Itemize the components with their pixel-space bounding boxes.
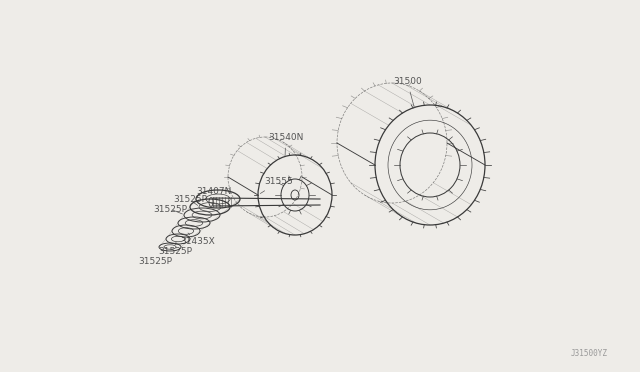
Text: 31540N: 31540N xyxy=(268,134,303,155)
Text: J31500YZ: J31500YZ xyxy=(571,349,608,358)
Text: 31525P: 31525P xyxy=(138,252,172,266)
Text: 31500: 31500 xyxy=(393,77,422,107)
Text: 31525P: 31525P xyxy=(153,205,187,214)
Text: 31525P: 31525P xyxy=(158,242,192,257)
Text: 31555: 31555 xyxy=(260,177,292,193)
Text: 31407N: 31407N xyxy=(196,186,232,199)
Text: 31435X: 31435X xyxy=(180,233,215,247)
Text: 31525P: 31525P xyxy=(173,196,207,205)
